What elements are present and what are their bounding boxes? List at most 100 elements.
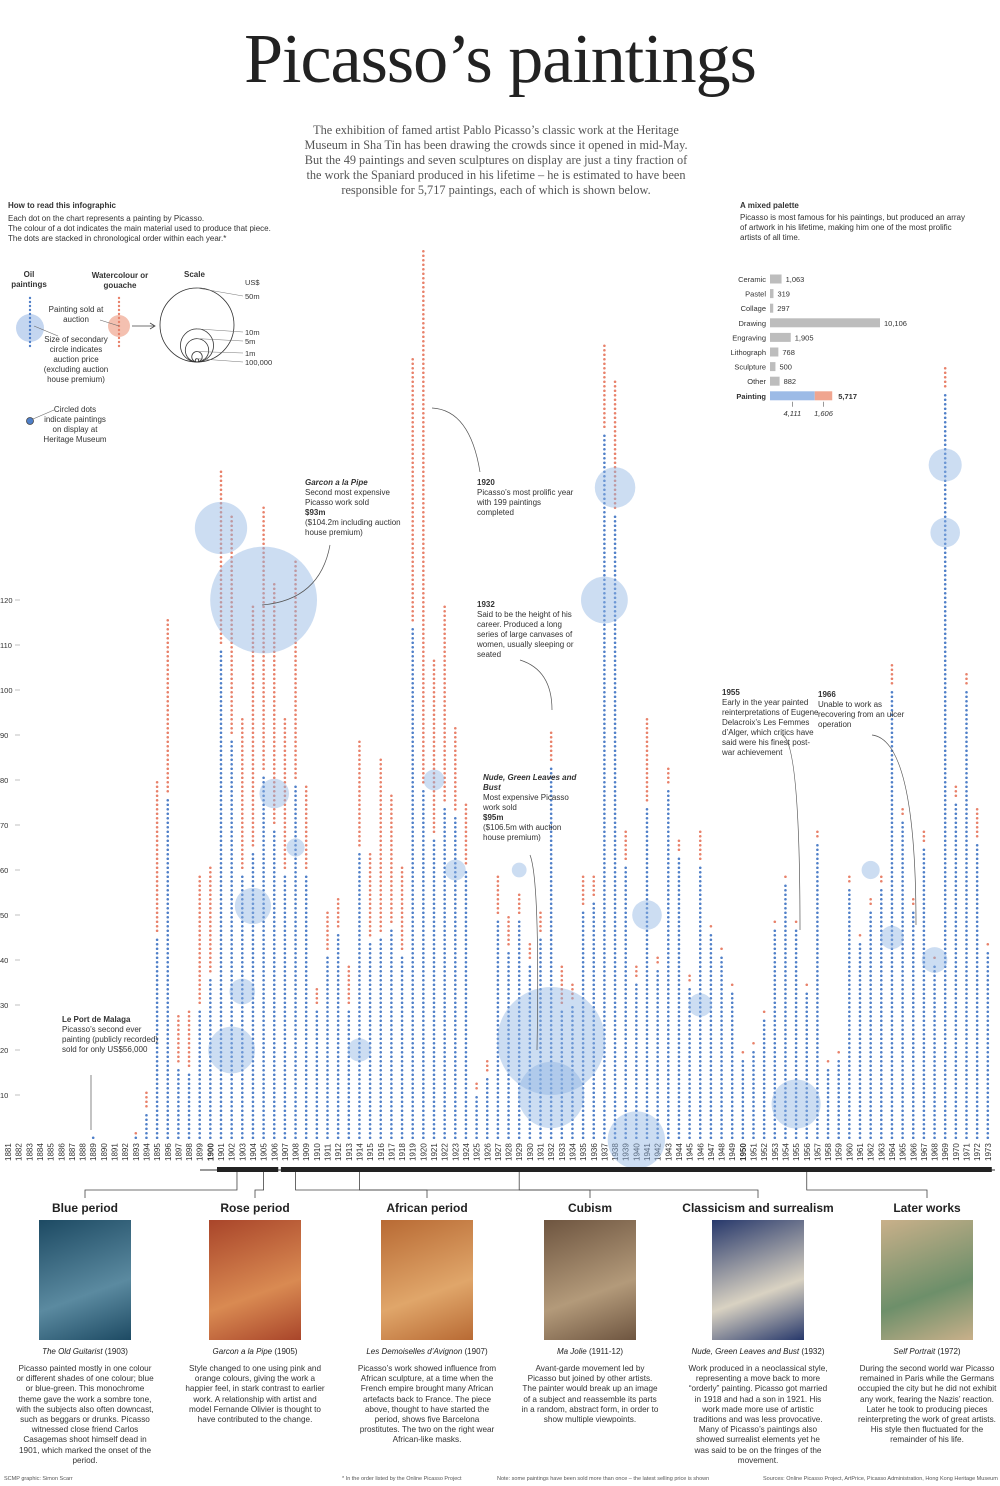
x-tick-label: 1903 xyxy=(238,1143,247,1161)
bar-value: 1,905 xyxy=(795,333,814,342)
bar-label: Sculpture xyxy=(734,363,766,372)
period-caption: The Old Guitarist (1903) xyxy=(2,1347,168,1356)
x-tick-label: 1888 xyxy=(79,1143,88,1161)
x-tick-label: 1958 xyxy=(824,1143,833,1161)
palette-title: A mixed palette xyxy=(740,201,799,210)
y-tick-label: 80 xyxy=(0,776,8,785)
bar xyxy=(770,376,780,386)
x-tick-label: 1914 xyxy=(355,1143,364,1161)
annotation-title: 1920 xyxy=(477,478,495,487)
bar-segment xyxy=(770,391,815,401)
x-tick-label: 1969 xyxy=(941,1143,950,1161)
x-tick-label: 1912 xyxy=(334,1143,343,1161)
annotation-text: Said to be the height of his career. Pro… xyxy=(477,610,574,659)
caption-title: Ma Jolie xyxy=(556,1347,587,1356)
period-bracket xyxy=(295,1172,428,1198)
annotation-price: $95m xyxy=(483,813,504,822)
annotation-text: Most expensive Picasso work sold xyxy=(483,793,569,812)
bar xyxy=(770,274,782,284)
size-label: 5m xyxy=(245,337,255,346)
footer-credit: SCMP graphic: Simon Scarr xyxy=(4,1476,73,1482)
arrow xyxy=(132,322,156,330)
x-tick-label: 1934 xyxy=(568,1143,577,1161)
y-tick-label: 60 xyxy=(0,866,8,875)
x-tick-label: 1906 xyxy=(270,1143,279,1161)
period-bar xyxy=(217,1167,257,1172)
period-title: Blue period xyxy=(51,1201,118,1215)
auction-bubble xyxy=(607,1111,666,1169)
pointer xyxy=(32,409,55,420)
annotation-pointer xyxy=(431,407,481,473)
legend-line: The dots are stacked in chronological or… xyxy=(8,234,227,243)
auction-bubble xyxy=(580,576,628,624)
legend-line: The colour of a dot indicates the main m… xyxy=(8,224,271,233)
x-tick-label: 1921 xyxy=(430,1143,439,1161)
legend-title: How to read this infographic xyxy=(8,201,117,210)
x-tick-label: 1904 xyxy=(249,1143,258,1161)
annotation-pointer xyxy=(261,544,331,606)
auction-bubble xyxy=(518,1061,585,1129)
period-text: Picasso painted mostly in one colour or … xyxy=(16,1364,154,1465)
auction-bubble xyxy=(511,862,527,878)
y-tick-label: 10 xyxy=(0,1091,8,1100)
x-tick-label: 1961 xyxy=(856,1143,865,1161)
bar-label: Other xyxy=(747,377,766,386)
x-tick-label: 1966 xyxy=(909,1143,918,1161)
auction-bubble xyxy=(928,448,962,482)
legend-circled: Circled dots indicate paintings on displ… xyxy=(43,405,107,444)
bar-label: Pastel xyxy=(745,290,766,299)
bar xyxy=(770,347,779,357)
x-tick-label: 1956 xyxy=(803,1143,812,1161)
x-tick-label: 1967 xyxy=(920,1143,929,1161)
annotation-note: ($106.5m with auction house premium) xyxy=(483,823,562,842)
x-tick-label: 1898 xyxy=(185,1143,194,1161)
size-leader xyxy=(196,328,244,333)
auction-bubble xyxy=(208,1026,256,1074)
x-tick-label: 1949 xyxy=(728,1143,737,1161)
bar-label: Ceramic xyxy=(738,275,766,284)
x-tick-label: 1951 xyxy=(750,1143,759,1161)
size-leader xyxy=(196,358,244,363)
period-bar xyxy=(302,1167,417,1172)
annotation-text: Second most expensive Picasso work sold xyxy=(305,488,390,507)
size-leader xyxy=(196,351,244,354)
x-tick-label: 1935 xyxy=(579,1143,588,1161)
x-tick-label: 1947 xyxy=(707,1143,716,1161)
size-circle xyxy=(191,351,203,363)
caption-year: (1972) xyxy=(937,1347,961,1356)
bar-label: Painting xyxy=(736,392,766,401)
intro: The exhibition of famed artist Pablo Pic… xyxy=(304,123,688,197)
x-tick-label: 1911 xyxy=(324,1143,333,1161)
bar-value: 1,063 xyxy=(786,275,805,284)
annotation-price: $93m xyxy=(305,508,326,517)
bar-value: 297 xyxy=(777,304,790,313)
auction-bubble xyxy=(259,778,290,809)
size-title: Scale xyxy=(184,270,205,279)
x-tick-label: 1924 xyxy=(462,1143,471,1161)
x-tick-label: 1900 xyxy=(206,1143,215,1161)
caption-title: Self Portrait xyxy=(893,1347,936,1356)
auction-bubble xyxy=(229,978,256,1005)
y-tick-label: 50 xyxy=(0,911,8,920)
x-tick-label: 1938 xyxy=(611,1143,620,1161)
x-tick-label: 1897 xyxy=(174,1143,183,1161)
x-tick-label: 1902 xyxy=(228,1143,237,1161)
x-tick-label: 1933 xyxy=(558,1143,567,1161)
x-tick-label: 1936 xyxy=(590,1143,599,1161)
legend-line: Each dot on the chart represents a paint… xyxy=(8,214,205,223)
x-tick-label: 1930 xyxy=(526,1143,535,1161)
annotation-pointer xyxy=(781,734,801,931)
size-leader xyxy=(196,338,244,342)
x-tick-label: 1895 xyxy=(153,1143,162,1161)
x-tick-label: 1922 xyxy=(441,1143,450,1161)
period-bar xyxy=(408,1167,630,1172)
caption-title: The Old Guitarist xyxy=(42,1347,103,1356)
x-tick-label: 1954 xyxy=(781,1143,790,1161)
x-tick-label: 1937 xyxy=(600,1143,609,1161)
period-title: African period xyxy=(386,1201,468,1215)
x-tick-label: 1925 xyxy=(473,1143,482,1161)
x-tick-label: 1901 xyxy=(217,1143,226,1161)
x-tick-label: 1944 xyxy=(675,1143,684,1161)
